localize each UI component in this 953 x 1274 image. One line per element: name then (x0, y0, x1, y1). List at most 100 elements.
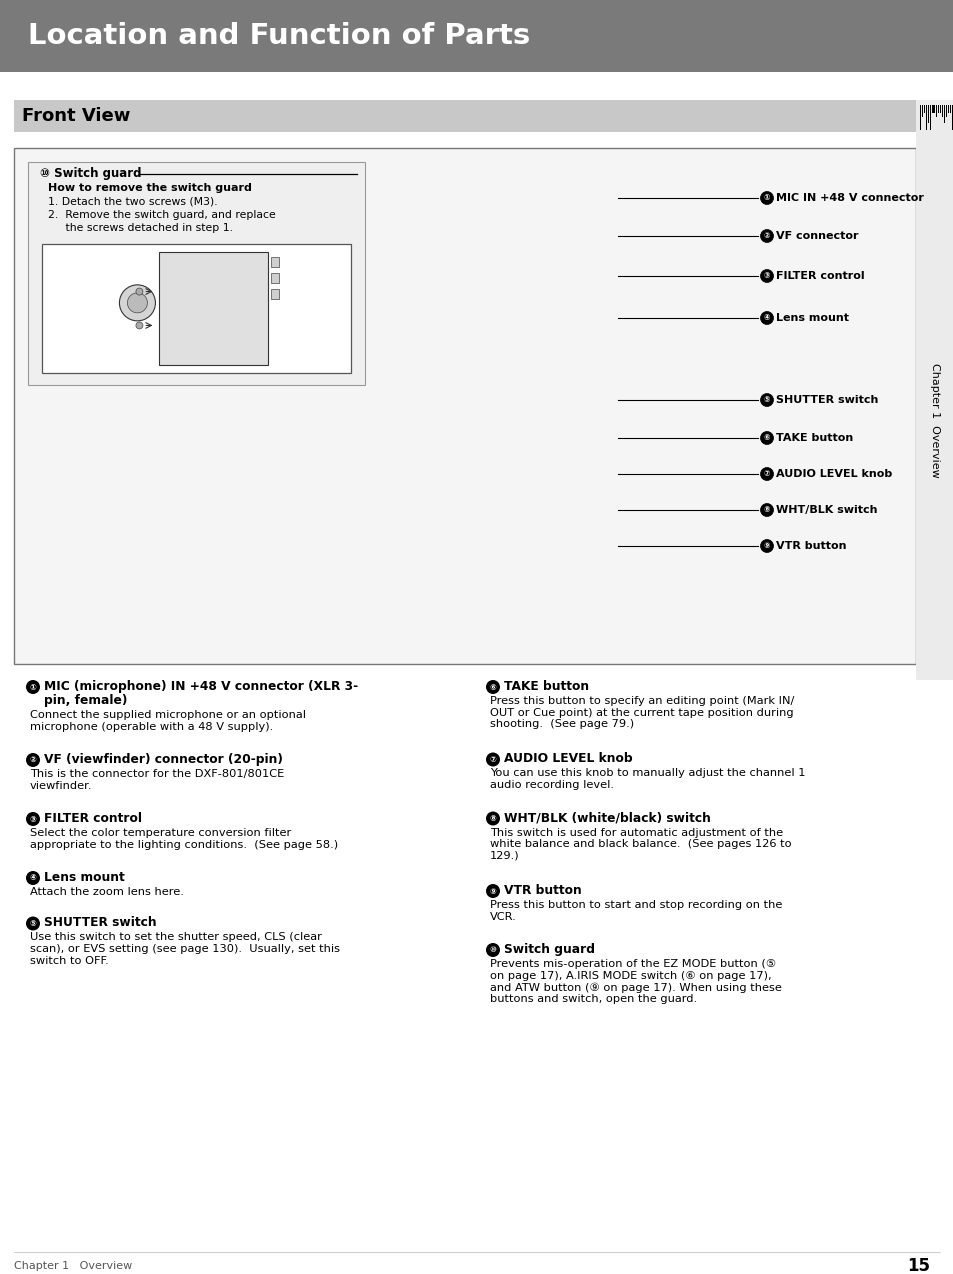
Text: ⑩: ⑩ (489, 945, 496, 954)
Text: FILTER control: FILTER control (44, 812, 142, 826)
Text: the screws detached in step 1.: the screws detached in step 1. (48, 223, 233, 233)
Bar (28, 162, 365, 385)
Text: ⑥: ⑥ (763, 433, 769, 442)
Text: ⑦: ⑦ (763, 470, 769, 479)
Text: Attach the zoom lens here.: Attach the zoom lens here. (30, 887, 184, 897)
Circle shape (760, 503, 773, 516)
Circle shape (128, 293, 148, 313)
Text: ⑧: ⑧ (489, 814, 496, 823)
Text: VTR button: VTR button (503, 884, 581, 897)
Bar (935, 104, 936, 117)
Circle shape (760, 312, 773, 325)
Circle shape (760, 229, 773, 242)
Circle shape (485, 680, 499, 694)
Text: ①: ① (763, 194, 769, 203)
Bar (951, 104, 952, 130)
Bar (271, 257, 278, 268)
Circle shape (485, 884, 499, 898)
Text: VF connector: VF connector (775, 231, 858, 241)
Text: You can use this knob to manually adjust the channel 1
audio recording level.: You can use this knob to manually adjust… (490, 768, 804, 790)
Bar (0, 0, 953, 73)
Text: SHUTTER switch: SHUTTER switch (44, 916, 156, 930)
Bar (929, 104, 930, 130)
Text: ⑤: ⑤ (30, 919, 36, 927)
Text: pin, female): pin, female) (44, 694, 128, 707)
Text: VF (viewfinder) connector (20-pin): VF (viewfinder) connector (20-pin) (44, 753, 283, 766)
Circle shape (760, 468, 773, 480)
Bar (945, 104, 946, 117)
Bar (941, 104, 942, 117)
Text: Use this switch to set the shutter speed, CLS (clear
scan), or EVS setting (see : Use this switch to set the shutter speed… (30, 933, 339, 966)
Text: ⑥: ⑥ (489, 683, 496, 692)
Text: ⑦: ⑦ (489, 755, 496, 764)
Text: This switch is used for automatic adjustment of the
white balance and black bala: This switch is used for automatic adjust… (490, 828, 791, 861)
Bar (927, 104, 928, 124)
Circle shape (485, 812, 499, 826)
Text: ④: ④ (763, 313, 769, 322)
Bar (919, 104, 920, 130)
Circle shape (26, 812, 40, 826)
Bar (925, 104, 926, 130)
Text: TAKE button: TAKE button (503, 680, 589, 693)
Text: ⑩ Switch guard: ⑩ Switch guard (40, 167, 141, 181)
Text: ②: ② (763, 232, 769, 241)
Bar (271, 289, 278, 299)
Bar (14, 99, 915, 132)
Text: ⑨: ⑨ (489, 887, 496, 896)
Circle shape (135, 288, 143, 296)
Text: Lens mount: Lens mount (44, 871, 125, 884)
Text: Chapter 1  Overview: Chapter 1 Overview (929, 363, 939, 478)
Text: ③: ③ (30, 814, 36, 823)
Text: 1. Detach the two screws (M3).: 1. Detach the two screws (M3). (48, 197, 217, 206)
Bar (42, 245, 351, 373)
Text: Lens mount: Lens mount (775, 313, 848, 324)
Text: Press this button to start and stop recording on the
VCR.: Press this button to start and stop reco… (490, 899, 781, 921)
Circle shape (26, 871, 40, 885)
Bar (947, 104, 948, 113)
Text: Prevents mis-operation of the EZ MODE button (⑤
on page 17), A.IRIS MODE switch : Prevents mis-operation of the EZ MODE bu… (490, 959, 781, 1004)
Text: Select the color temperature conversion filter
appropriate to the lighting condi: Select the color temperature conversion … (30, 828, 337, 850)
Circle shape (760, 191, 773, 205)
Circle shape (760, 432, 773, 445)
Bar (939, 104, 941, 113)
Bar (921, 104, 923, 117)
Text: Front View: Front View (22, 107, 131, 125)
Bar (931, 104, 934, 113)
Bar (933, 104, 934, 113)
Text: FILTER control: FILTER control (775, 271, 863, 282)
Text: VTR button: VTR button (775, 541, 845, 550)
Text: Connect the supplied microphone or an optional
microphone (operable with a 48 V : Connect the supplied microphone or an op… (30, 710, 306, 731)
Text: ④: ④ (30, 874, 36, 883)
Text: 15: 15 (906, 1257, 929, 1274)
Text: AUDIO LEVEL knob: AUDIO LEVEL knob (503, 753, 632, 766)
Text: WHT/BLK (white/black) switch: WHT/BLK (white/black) switch (503, 812, 710, 824)
Circle shape (760, 270, 773, 283)
Circle shape (119, 285, 155, 321)
Text: WHT/BLK switch: WHT/BLK switch (775, 505, 877, 515)
Circle shape (485, 753, 499, 767)
Text: MIC (microphone) IN +48 V connector (XLR 3-: MIC (microphone) IN +48 V connector (XLR… (44, 680, 357, 693)
Text: ⑨: ⑨ (763, 541, 769, 550)
Text: MIC IN +48 V connector: MIC IN +48 V connector (775, 192, 923, 203)
Bar (915, 99, 953, 680)
Text: Press this button to specify an editing point (Mark IN/
OUT or Cue point) at the: Press this button to specify an editing … (490, 696, 794, 729)
Text: SHUTTER switch: SHUTTER switch (775, 395, 878, 405)
Text: ②: ② (30, 755, 36, 764)
Circle shape (26, 680, 40, 694)
Bar (937, 104, 938, 113)
Text: Chapter 1   Overview: Chapter 1 Overview (14, 1261, 132, 1271)
Text: ③: ③ (763, 271, 769, 280)
Text: This is the connector for the DXF-801/801CE
viewfinder.: This is the connector for the DXF-801/80… (30, 769, 284, 791)
Bar (159, 252, 267, 364)
Circle shape (26, 916, 40, 930)
Circle shape (760, 394, 773, 406)
Text: TAKE button: TAKE button (775, 433, 852, 443)
Text: ⑤: ⑤ (763, 395, 769, 405)
Text: Switch guard: Switch guard (503, 943, 595, 956)
Bar (923, 104, 924, 113)
Circle shape (135, 322, 143, 329)
Bar (14, 148, 915, 664)
Text: Location and Function of Parts: Location and Function of Parts (28, 22, 530, 50)
Bar (943, 104, 944, 124)
Text: ①: ① (30, 683, 36, 692)
